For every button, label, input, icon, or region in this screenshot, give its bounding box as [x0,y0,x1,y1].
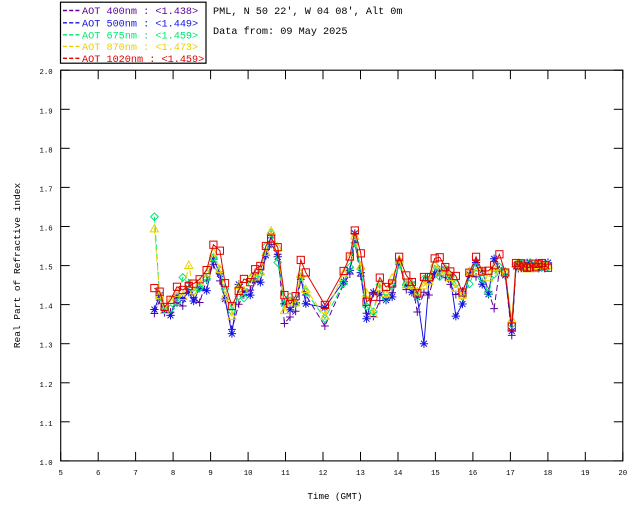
svg-text:17: 17 [506,470,515,478]
svg-text:1.9: 1.9 [40,108,53,116]
svg-text:AOT 500nm : <1.449>: AOT 500nm : <1.449> [82,19,198,30]
svg-text:1.8: 1.8 [40,147,53,155]
svg-text:15: 15 [431,470,440,478]
svg-text:19: 19 [581,470,590,478]
svg-text:Real Part of Refractive index: Real Part of Refractive index [12,183,23,349]
svg-text:18: 18 [544,470,553,478]
svg-text:1.1: 1.1 [40,421,54,429]
svg-text:AOT 870nm : <1.473>: AOT 870nm : <1.473> [82,43,198,54]
svg-text:2.0: 2.0 [40,69,53,77]
svg-text:PML, N 50 22', W 04 08', Alt 0: PML, N 50 22', W 04 08', Alt 0m [213,6,403,18]
svg-text:6: 6 [96,470,100,478]
svg-text:14: 14 [394,470,403,478]
svg-text:1.2: 1.2 [40,382,53,390]
svg-text:10: 10 [244,470,253,478]
svg-text:1.3: 1.3 [40,343,53,351]
svg-text:Data from: 09 May 2025: Data from: 09 May 2025 [213,26,348,38]
svg-text:5: 5 [59,470,63,478]
svg-text:13: 13 [356,470,365,478]
svg-text:1.7: 1.7 [40,186,53,194]
svg-text:Time (GMT): Time (GMT) [307,491,362,502]
svg-text:1.6: 1.6 [40,226,53,234]
svg-text:16: 16 [469,470,478,478]
svg-text:11: 11 [281,470,290,478]
svg-text:AOT 675nm : <1.459>: AOT 675nm : <1.459> [82,31,198,42]
svg-text:20: 20 [618,470,627,478]
svg-text:1.0: 1.0 [40,460,53,468]
svg-text:AOT 1020nm : <1.459>: AOT 1020nm : <1.459> [82,55,204,66]
svg-text:7: 7 [133,470,137,478]
svg-text:8: 8 [171,470,175,478]
svg-text:1.5: 1.5 [40,265,53,273]
svg-text:1.4: 1.4 [40,304,54,312]
svg-text:AOT 400nm : <1.438>: AOT 400nm : <1.438> [82,7,198,18]
svg-text:9: 9 [208,470,212,478]
svg-text:12: 12 [319,470,328,478]
